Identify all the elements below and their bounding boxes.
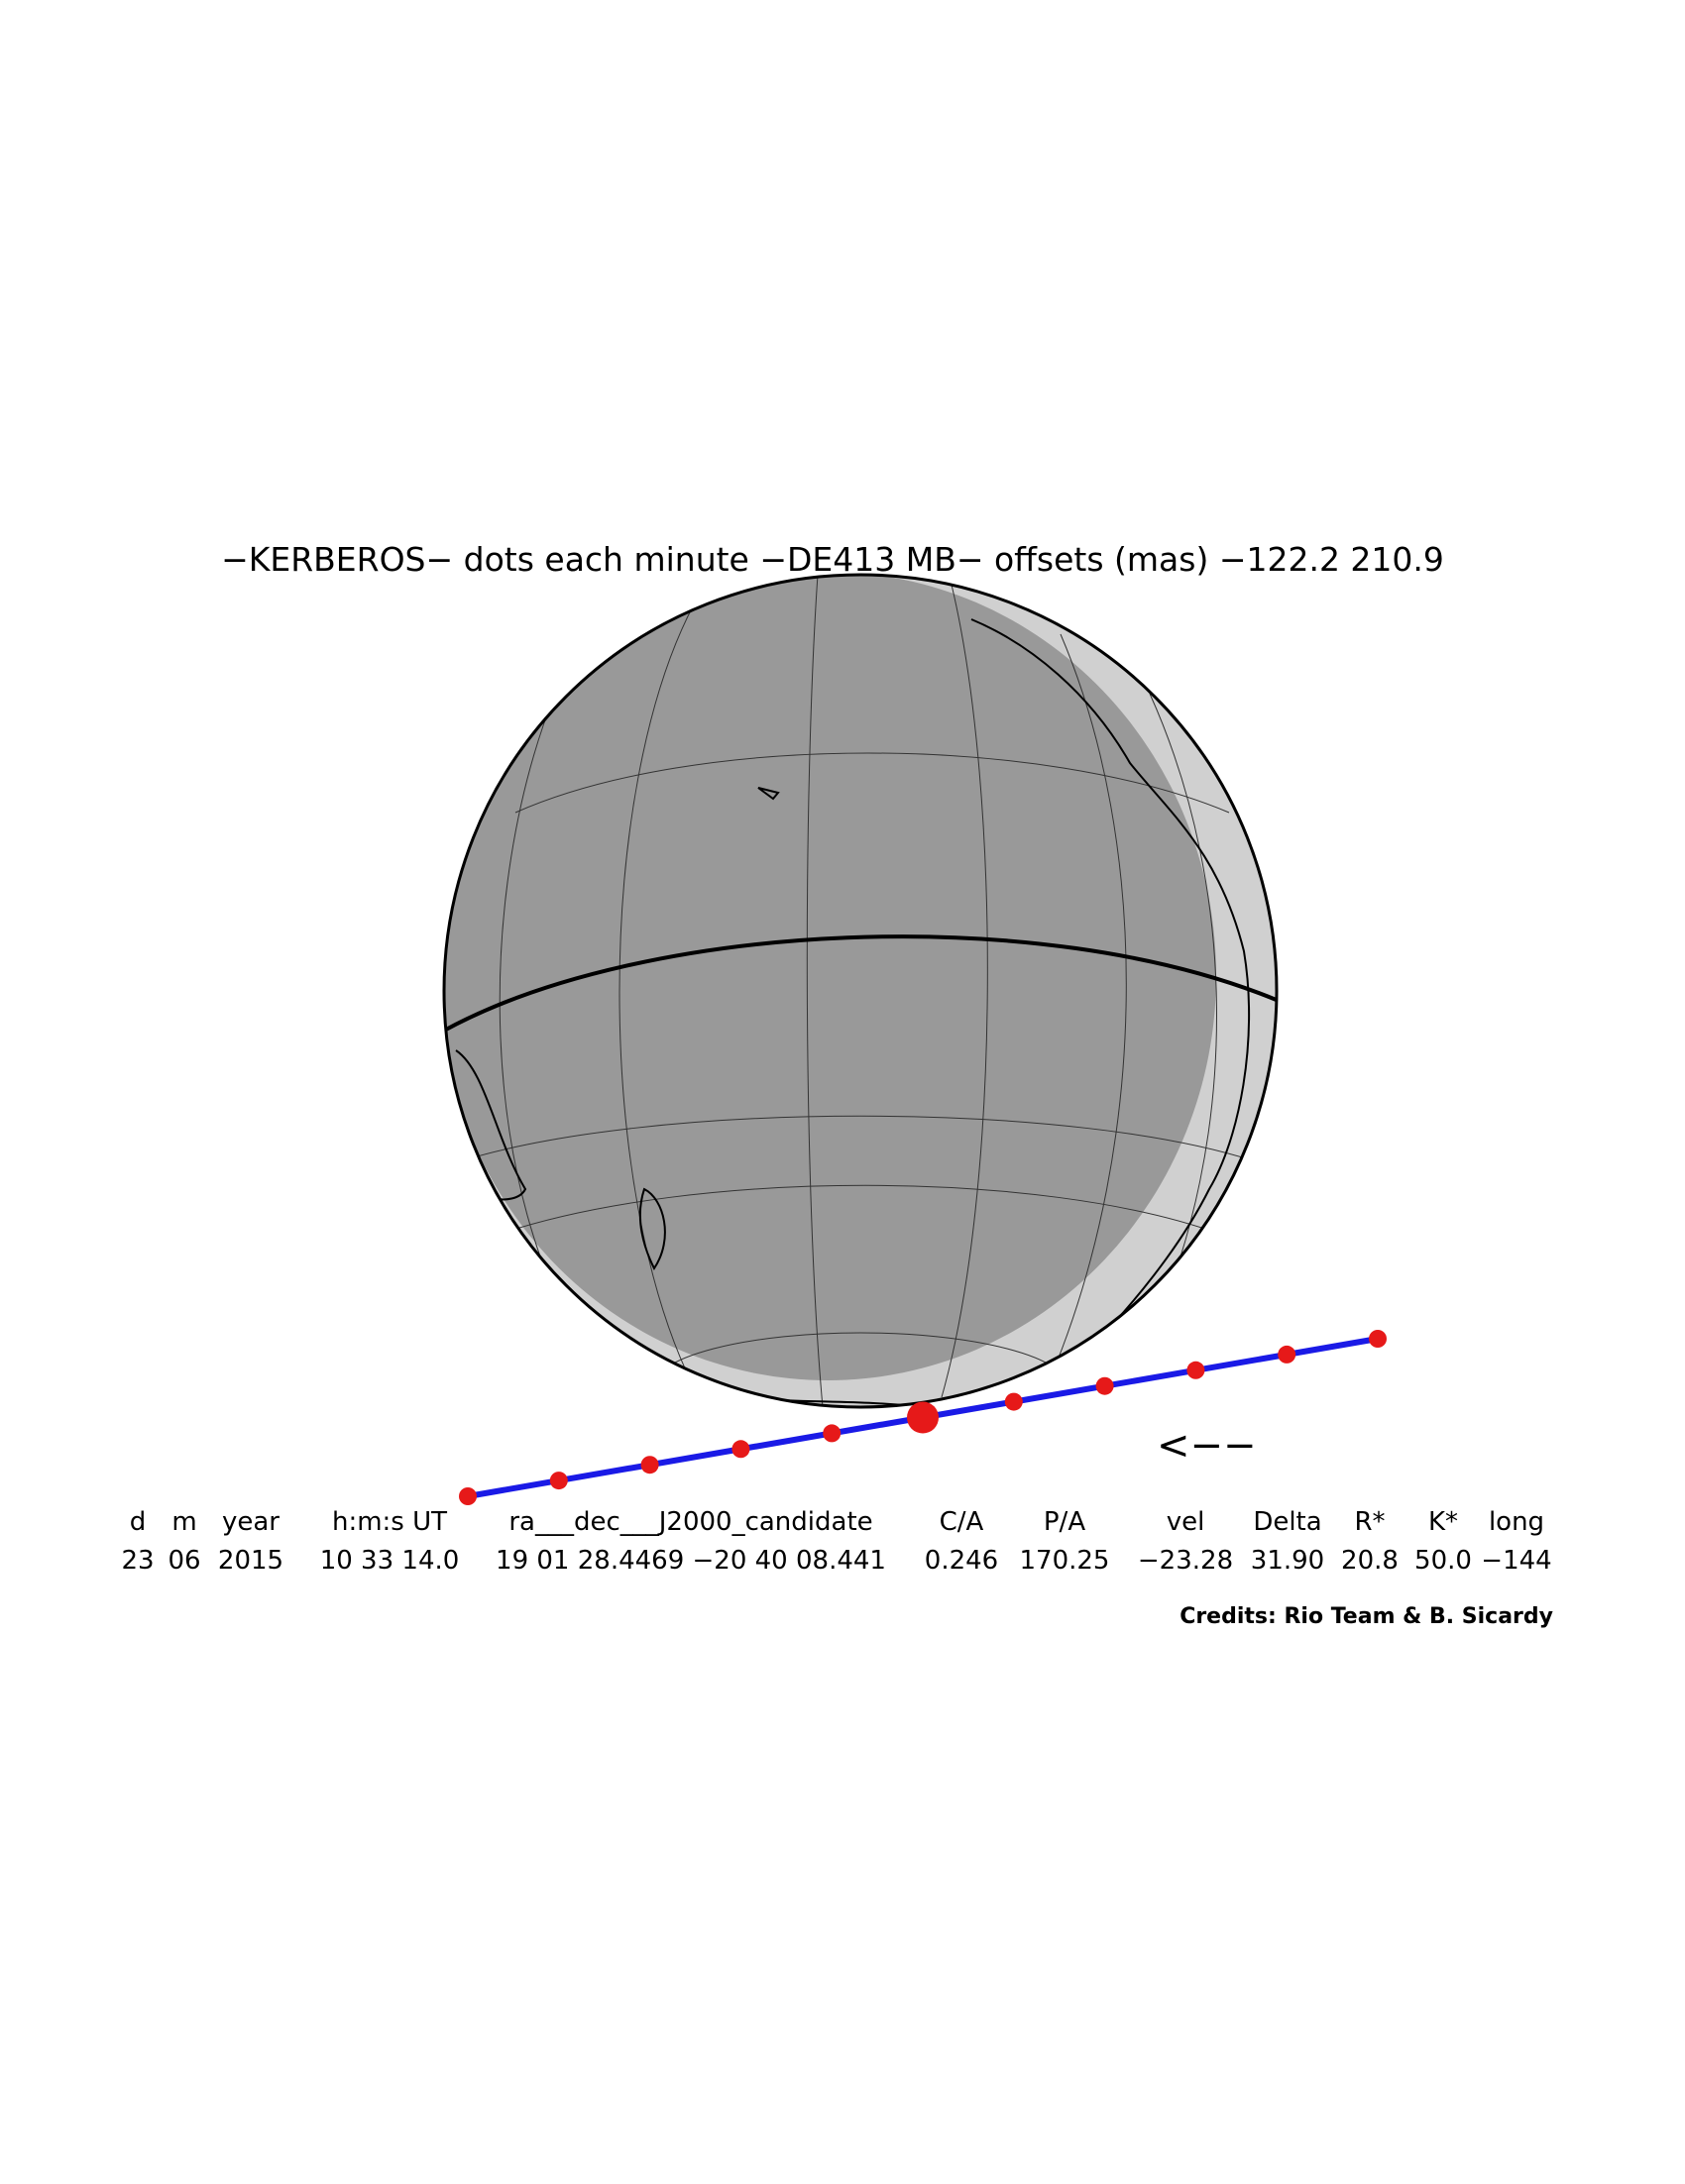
minute-dot bbox=[1369, 1330, 1387, 1348]
minute-dot bbox=[731, 1440, 750, 1459]
table-cell: 0.246 bbox=[925, 1546, 998, 1576]
credits: Credits: Rio Team & B. Sicardy bbox=[1180, 1604, 1553, 1629]
closest-approach-dot bbox=[907, 1401, 939, 1434]
table-cell: 20.8 bbox=[1341, 1546, 1399, 1576]
table-cell: 10 33 14.0 bbox=[320, 1546, 460, 1576]
column-header: Delta bbox=[1253, 1507, 1321, 1537]
equator bbox=[444, 934, 1277, 1033]
title: −KERBEROS− dots each minute −DE413 MB− o… bbox=[221, 540, 1444, 579]
column-header: m bbox=[171, 1507, 196, 1537]
occultation-path bbox=[459, 1330, 1387, 1505]
minute-dot bbox=[640, 1456, 659, 1474]
column-header: ra___dec___J2000_candidate bbox=[508, 1507, 872, 1537]
minute-dot bbox=[1186, 1361, 1205, 1379]
table-cell: 06 bbox=[168, 1546, 200, 1576]
table-cell: −23.28 bbox=[1138, 1546, 1233, 1576]
globe-outline bbox=[442, 573, 1279, 1409]
globe bbox=[442, 573, 1279, 1409]
column-header: h:m:s UT bbox=[332, 1507, 447, 1537]
minute-dot bbox=[1004, 1392, 1023, 1411]
table-cell: −144 bbox=[1481, 1546, 1551, 1576]
table-cell: 2015 bbox=[218, 1546, 283, 1576]
table-cell: 170.25 bbox=[1020, 1546, 1110, 1576]
minute-dot bbox=[1095, 1376, 1114, 1395]
minute-dot bbox=[459, 1487, 477, 1505]
direction-arrow: <−− bbox=[1157, 1423, 1257, 1469]
column-header: vel bbox=[1167, 1507, 1205, 1537]
ephemeris-table: d m year h:m:s UT ra___dec___J2000_candidate… bbox=[121, 1507, 1551, 1576]
minute-dot bbox=[823, 1424, 842, 1443]
column-header: year bbox=[222, 1507, 280, 1537]
minute-dot bbox=[549, 1472, 568, 1490]
column-header: K* bbox=[1428, 1507, 1458, 1537]
column-header: C/A bbox=[940, 1507, 984, 1537]
column-header: P/A bbox=[1044, 1507, 1085, 1537]
column-header: long bbox=[1489, 1507, 1544, 1537]
table-cell: 50.0 bbox=[1414, 1546, 1472, 1576]
table-cell: 31.90 bbox=[1251, 1546, 1324, 1576]
column-header: R* bbox=[1354, 1507, 1385, 1537]
minute-dot bbox=[1278, 1345, 1296, 1364]
table-cell: 19 01 28.4469 −20 40 08.441 bbox=[496, 1546, 886, 1576]
night-side bbox=[444, 575, 1216, 1380]
column-header: d bbox=[130, 1507, 147, 1537]
minute-dots bbox=[459, 1330, 1387, 1505]
table-cell: 23 bbox=[121, 1546, 154, 1576]
